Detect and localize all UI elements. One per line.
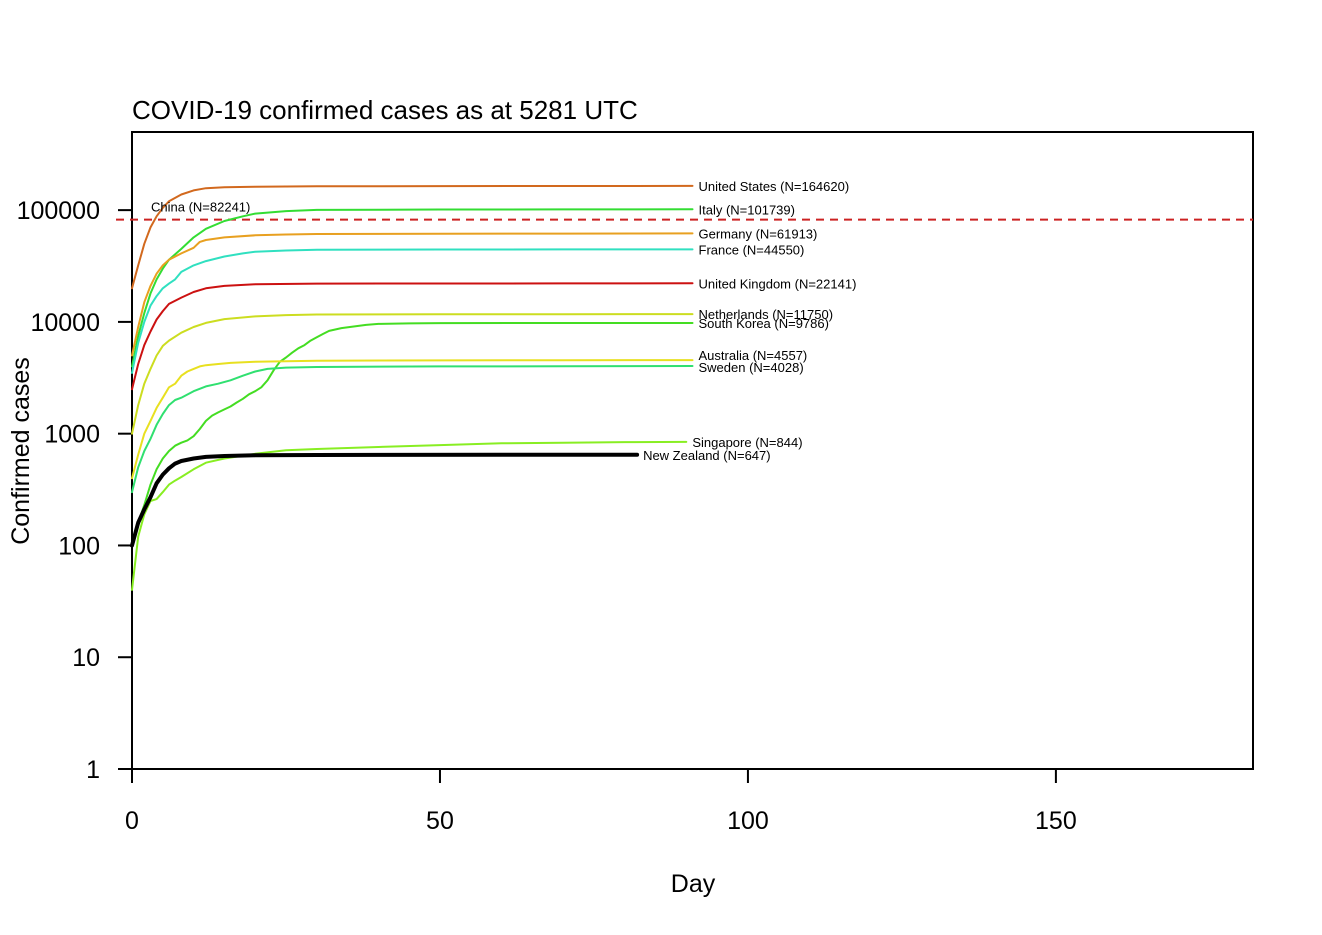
y-tick-label: 10: [72, 644, 100, 672]
series-label-sweden: Sweden (N=4028): [699, 360, 804, 375]
series-line-france: [131, 248, 694, 374]
series-line-new-zealand: [130, 452, 640, 548]
series-line-united-states: [131, 184, 694, 290]
y-axis-label: Confirmed cases: [7, 357, 35, 545]
series-label-netherlands: Netherlands (N=11750): [699, 307, 834, 322]
series-line-netherlands: [131, 313, 694, 435]
x-tick-label: 150: [1035, 807, 1077, 835]
y-tick-label: 1: [86, 756, 100, 784]
x-axis: 0 50 100 150: [125, 769, 1077, 835]
series-label-germany: Germany (N=61913): [699, 226, 818, 241]
y-tick-label: 10000: [30, 309, 100, 337]
series-label-new-zealand: New Zealand (N=647): [643, 448, 771, 463]
x-tick-label: 100: [727, 807, 769, 835]
series-label-italy: Italy (N=101739): [699, 202, 795, 217]
x-tick-label: 50: [426, 807, 454, 835]
series-line-sweden: [131, 365, 694, 494]
series-labels: United States (N=164620) China (N=82241) I…: [151, 179, 856, 463]
y-axis: 1 10 100 1000 10000 100000: [17, 197, 132, 784]
y-tick-label: 100: [58, 532, 100, 560]
plot-frame: [131, 131, 1254, 770]
series-line-australia: [131, 359, 694, 480]
series-label-china: China (N=82241): [151, 200, 250, 215]
x-tick-label: 0: [125, 807, 139, 835]
series-label-singapore: Singapore (N=844): [692, 435, 802, 450]
series-label-france: France (N=44550): [699, 242, 805, 257]
series-line-united-kingdom: [131, 282, 694, 391]
series-line-germany: [131, 232, 694, 357]
series-label-south-korea: South Korea (N=9786): [699, 316, 829, 331]
series-label-united-states: United States (N=164620): [699, 179, 850, 194]
series-line-singapore: [131, 440, 688, 591]
series-group: [130, 184, 694, 591]
y-tick-label: 100000: [17, 197, 100, 225]
series-label-united-kingdom: United Kingdom (N=22141): [699, 276, 857, 291]
x-axis-label: Day: [671, 870, 716, 898]
series-line-south-korea: [131, 322, 694, 547]
series-label-australia: Australia (N=4557): [699, 348, 808, 363]
y-tick-label: 1000: [44, 421, 100, 449]
series-line-italy: [131, 208, 694, 368]
chart-title: COVID-19 confirmed cases as at 5281 UTC: [132, 95, 638, 125]
